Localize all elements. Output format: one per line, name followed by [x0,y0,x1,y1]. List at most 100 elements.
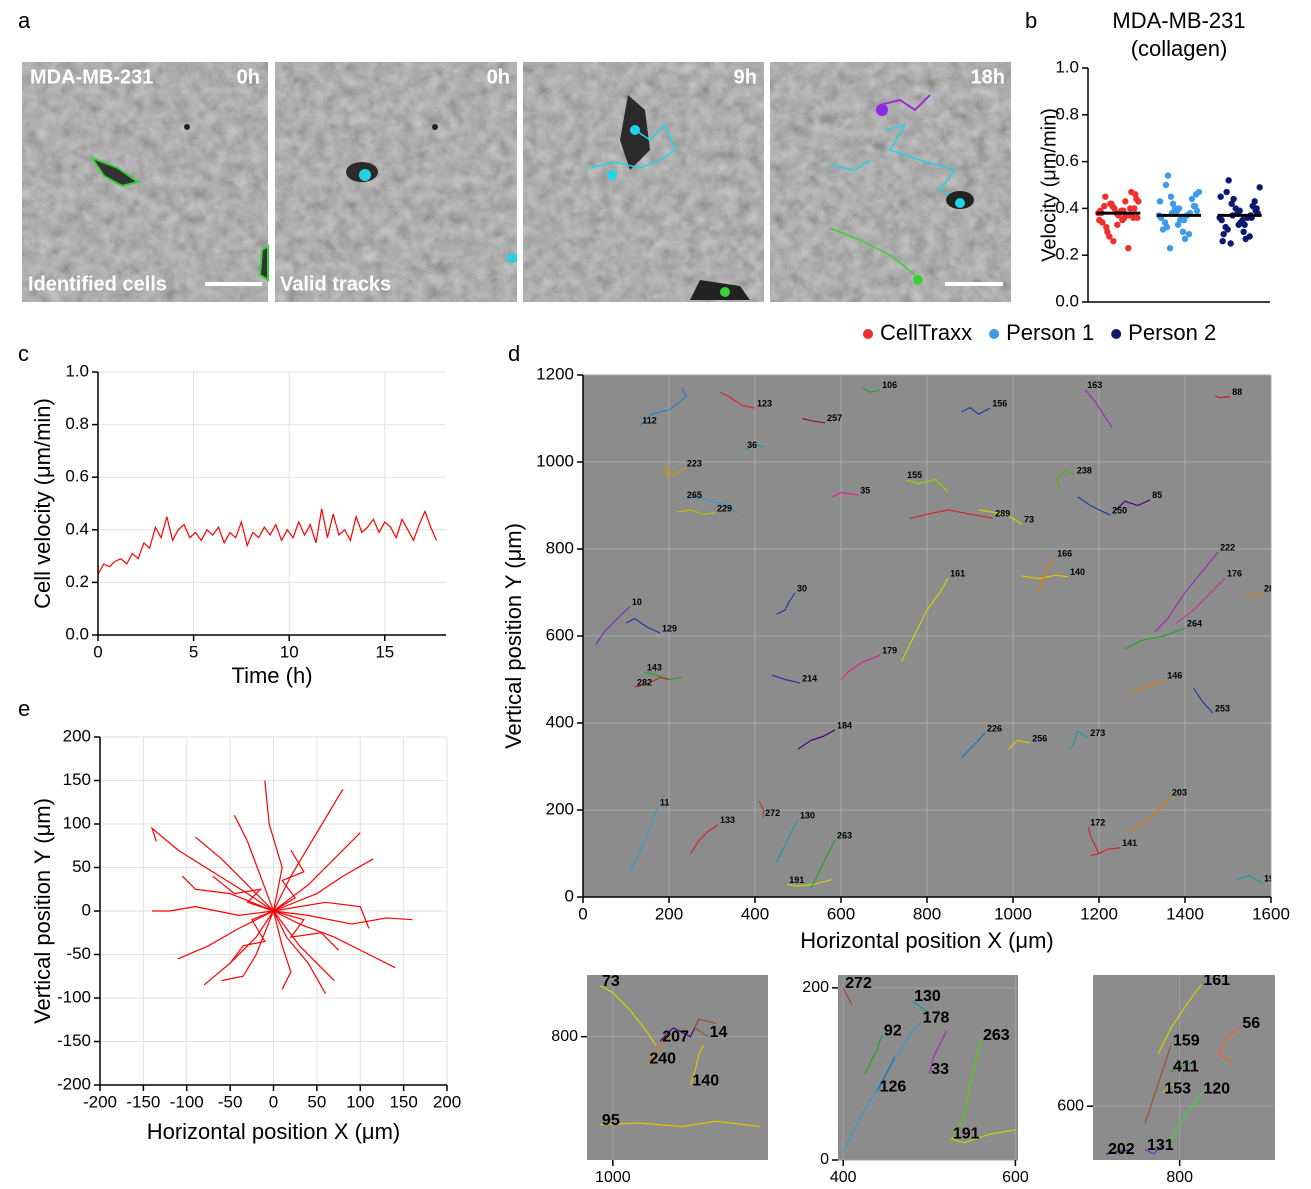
cell-track [772,674,801,684]
x-tick-label: 200 [655,904,683,923]
image-texture [523,62,764,302]
cell-track [1087,826,1100,854]
x-tick-label: 150 [389,1092,417,1111]
y-tick-label: 1200 [536,364,574,383]
cell-track [1068,730,1089,750]
cell-track [1055,469,1076,489]
x-tick-label: -100 [170,1092,204,1111]
micrograph: 18h [770,62,1011,302]
track-label: 126 [880,1078,907,1095]
y-tick-label: 150 [63,770,91,789]
cell [690,280,750,300]
cell-track [1124,627,1186,650]
y-tick-label: 1.0 [1055,57,1079,76]
cell-track [634,676,670,688]
x-axis-label: Time (h) [231,663,312,688]
data-point [1241,221,1248,228]
cell-track [639,387,687,426]
panel-label: a [18,8,31,33]
cell-track [203,910,274,986]
data-point [1122,198,1129,205]
track-label: 263 [837,830,852,840]
track-label: 190 [1264,873,1279,883]
cell-track [1170,1062,1193,1072]
cell-track [950,1039,982,1144]
y-tick-label: 400 [546,712,574,731]
track-label: 140 [1070,567,1085,577]
data-point [1181,235,1189,243]
cell [432,124,438,130]
y-tick-label: 800 [551,1028,578,1045]
data-point [1223,188,1230,196]
data-point [1188,195,1196,203]
x-tick-label: 1200 [1080,904,1118,923]
legend-label: Person 1 [1006,320,1094,345]
cell-track [960,732,986,759]
cell-track [864,1035,883,1075]
track-label: 166 [1057,549,1072,559]
cell-track [212,875,274,912]
cell-track [1236,874,1263,884]
cell-track [1176,577,1226,624]
x-tick-label: 800 [1166,1169,1193,1186]
cell-track [1245,592,1263,598]
y-tick-label: 0.6 [1055,151,1079,170]
cell-outline [89,155,141,188]
cell-track [797,729,836,750]
data-point [1218,216,1225,224]
x-tick-label: -200 [83,1092,117,1111]
cell-track [273,910,396,969]
track-label: 133 [720,815,735,825]
track-label: 10 [632,597,642,607]
track-label: 253 [1215,703,1230,713]
cell-track [273,849,305,912]
y-tick-label: 0.0 [1055,291,1079,310]
data-point [1167,193,1175,200]
y-axis-label: Vertical position Y (μm) [501,523,526,749]
data-point [1114,221,1121,228]
data-point [1220,230,1227,238]
y-tick-label: 0.6 [65,467,89,486]
cell-track [1217,1027,1241,1064]
panel-label: b [1025,8,1037,33]
track-label: 223 [687,458,702,468]
track-label: 153 [1164,1080,1191,1097]
x-tick-label: 0 [578,904,587,923]
data-point [1224,226,1231,233]
image-label: MDA-MB-231 [30,66,153,88]
plot-background [1093,975,1275,1160]
image-time: 0h [487,66,510,88]
cell-track [272,910,327,994]
cell-track [1038,557,1056,593]
data-point [1102,193,1109,200]
cell-track [862,387,881,394]
cell-track [758,801,765,818]
cell-track [1128,796,1171,833]
track-label: 130 [800,810,815,820]
legend-label: Person 2 [1128,320,1216,345]
cell-track [829,227,916,276]
cell-track [978,509,1023,525]
track-label: 264 [1187,619,1202,629]
data-point [1256,184,1263,191]
track-label: 203 [1172,787,1187,797]
cell-track [181,875,274,912]
track-label: 222 [1220,542,1235,552]
track-label: 155 [907,470,922,480]
cell-track [928,1030,948,1075]
cell-track [273,858,374,912]
cell-track [273,910,413,925]
track-label: 36 [747,440,757,450]
x-axis-label: Horizontal position X (μm) [147,1119,401,1144]
track-label: 257 [827,413,842,423]
track-label: 179 [882,646,897,656]
track-label: 161 [1203,972,1230,989]
data-point [1125,244,1132,252]
x-tick-label: 1400 [1166,904,1204,923]
y-tick-label: 1.0 [65,361,89,380]
track-label: 141 [1122,838,1137,848]
data-point [1103,223,1110,231]
cell-track [961,406,991,415]
y-tick-label: -50 [66,944,91,963]
cell-track [589,123,676,169]
